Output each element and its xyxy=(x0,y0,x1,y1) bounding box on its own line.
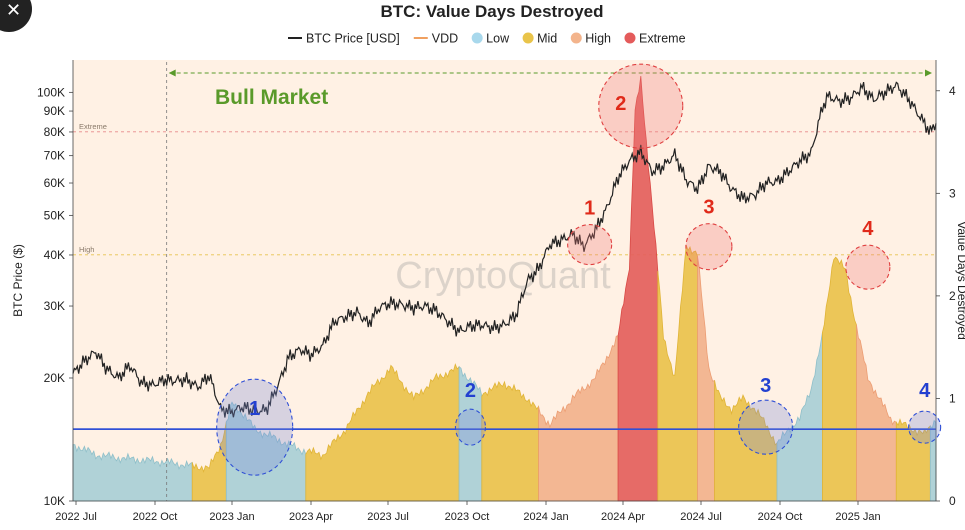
annotation-label-high-4: 4 xyxy=(862,218,874,240)
threshold-label-extreme: Extreme xyxy=(79,122,107,131)
vdd-segment-mid xyxy=(305,363,460,502)
annotation-label-low-3: 3 xyxy=(760,375,771,397)
threshold-label-high: High xyxy=(79,245,94,254)
y-left-tick-label: 100K xyxy=(37,85,65,99)
x-tick-label: 2024 Oct xyxy=(758,511,803,523)
x-tick-label: 2023 Apr xyxy=(289,511,333,523)
y-right-tick-label: 1 xyxy=(949,391,956,405)
y-left-tick-label: 80K xyxy=(44,125,65,139)
legend-label-1: VDD xyxy=(432,32,458,46)
legend-label-4: High xyxy=(585,32,611,46)
vdd-segment-low xyxy=(225,401,307,502)
y-axis-left-label: BTC Price ($) xyxy=(11,244,25,317)
plot-area: Extreme High Bull Market CryptoQuant xyxy=(72,60,937,502)
annotation-circle-high-3 xyxy=(685,223,733,271)
vdd-segment-mid xyxy=(714,380,778,502)
y-right-tick-label: 4 xyxy=(949,84,956,98)
vdd-segment-low xyxy=(458,366,483,502)
annotations: 1 2 3 4 1 2 3 4 xyxy=(216,63,942,476)
annotation-circle-low-4 xyxy=(908,410,942,444)
vdd-segment-mid xyxy=(481,380,540,502)
annotation-circle-low-3 xyxy=(738,399,794,455)
y-left-tick-label: 30K xyxy=(44,299,65,313)
legend: BTC Price [USD] VDD Low Mid High Extreme xyxy=(288,32,686,46)
legend-swatch-5 xyxy=(624,32,636,44)
annotation-circle-low-2 xyxy=(454,408,486,446)
axes: 10K 20K 30K 40K 50K 60K 70K 80K 90K 100K 0 1 2 3 4 2022… xyxy=(11,60,965,523)
btc-price-line xyxy=(72,81,937,418)
y-right-tick-label: 2 xyxy=(949,289,956,303)
x-tick-label: 2023 Oct xyxy=(445,511,490,523)
y-axis-right-label: Value Days Destroyed xyxy=(955,221,965,340)
annotation-circle-low-1 xyxy=(216,378,294,476)
legend-label-0: BTC Price [USD] xyxy=(306,32,400,46)
x-tick-label: 2024 Jan xyxy=(523,511,568,523)
x-tick-label: 2024 Apr xyxy=(601,511,645,523)
chart-title: BTC: Value Days Destroyed xyxy=(381,2,604,21)
watermark: CryptoQuant xyxy=(395,255,611,297)
vdd-segment-high xyxy=(538,335,619,502)
x-tick-label: 2022 Oct xyxy=(133,511,178,523)
annotation-circle-extreme-2 xyxy=(598,63,684,149)
vdd-segment-mid xyxy=(657,244,698,502)
y-left-tick-label: 90K xyxy=(44,104,65,118)
y-left-tick-label: 50K xyxy=(44,208,65,222)
vdd-segment-high xyxy=(856,324,897,502)
y-right-tick-label: 3 xyxy=(949,186,956,200)
x-tick-label: 2022 Jul xyxy=(55,511,97,523)
vdd-segment-mid xyxy=(191,421,227,502)
y-right-tick-label: 0 xyxy=(949,494,956,508)
legend-label-2: Low xyxy=(486,32,510,46)
vdd-segment-mid xyxy=(895,418,931,502)
legend-label-3: Mid xyxy=(537,32,557,46)
vdd-segment-low xyxy=(72,444,193,502)
annotation-label-high-3: 3 xyxy=(703,197,714,219)
legend-swatch-2 xyxy=(471,32,483,44)
bull-market-label: Bull Market xyxy=(215,86,328,109)
y-left-tick-label: 60K xyxy=(44,176,65,190)
annotation-circle-high-1 xyxy=(567,224,613,266)
vdd-segment-mid xyxy=(821,256,857,502)
close-icon: ✕ xyxy=(6,0,22,21)
annotation-label-extreme-2: 2 xyxy=(615,93,626,115)
legend-label-5: Extreme xyxy=(639,32,686,46)
vdd-segment-extreme xyxy=(617,75,659,502)
y-left-tick-label: 20K xyxy=(44,371,65,385)
annotation-label-low-1: 1 xyxy=(249,398,260,420)
y-left-tick-label: 70K xyxy=(44,149,65,163)
annotation-circle-high-4 xyxy=(845,244,891,290)
legend-swatch-4 xyxy=(570,32,582,44)
vdd-segment-low xyxy=(776,332,823,502)
y-left-tick-label: 40K xyxy=(44,248,65,262)
annotation-label-low-2: 2 xyxy=(465,380,476,402)
bull-market-arrow-left xyxy=(168,69,176,77)
x-tick-label: 2023 Jan xyxy=(209,511,254,523)
x-tick-label: 2025 Jan xyxy=(835,511,880,523)
y-left-tick-label: 10K xyxy=(44,494,65,508)
legend-swatch-3 xyxy=(522,32,534,44)
x-tick-label: 2023 Jul xyxy=(367,511,409,523)
annotation-label-low-4: 4 xyxy=(919,380,931,402)
bull-market-arrow-right xyxy=(925,69,932,77)
annotation-label-high-1: 1 xyxy=(584,198,595,220)
x-tick-label: 2024 Jul xyxy=(680,511,722,523)
